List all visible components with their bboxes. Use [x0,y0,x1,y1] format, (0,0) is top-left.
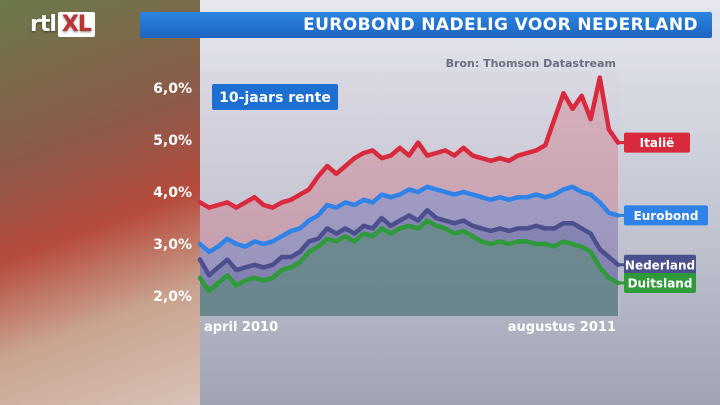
chart-title-box [212,84,338,110]
x-tick-label: april 2010 [204,320,278,335]
series-label: Eurobond [634,209,699,223]
series-label: Nederland [625,258,695,272]
x-tick-label: augustus 2011 [508,320,616,335]
title-bar: EUROBOND NADELIG VOOR NEDERLAND [140,12,712,38]
page-title: EUROBOND NADELIG VOOR NEDERLAND [303,15,698,35]
y-tick-label: 3,0% [153,237,192,253]
logo-xl-badge: XL [57,12,95,37]
y-tick-label: 4,0% [153,185,192,201]
series-label: Italië [640,136,675,150]
series-line-nederland [197,207,621,278]
series-area-nederland [200,210,618,316]
series-label-box-eurobond [624,205,708,226]
series-label: Duitsland [628,277,693,291]
chart-title: 10-jaars rente [219,90,331,106]
rtl-xl-logo: rtl XL [30,12,95,37]
logo-text: rtl [30,12,57,37]
series-line-eurobond [197,184,621,255]
series-label-box-duitsland [624,273,696,293]
y-tick-label: 5,0% [153,133,192,149]
series-line-duitsland [197,218,621,294]
series-line-italie [197,75,621,210]
series-area-eurobond [200,186,618,316]
euro-banknotes-background [0,0,200,405]
y-tick-label: 6,0% [153,81,192,97]
series-label-box-italie [624,132,690,153]
y-tick-label: 2,0% [153,289,192,305]
series-label-box-nederland [624,254,696,275]
source-label: Bron: Thomson Datastream [445,57,616,70]
